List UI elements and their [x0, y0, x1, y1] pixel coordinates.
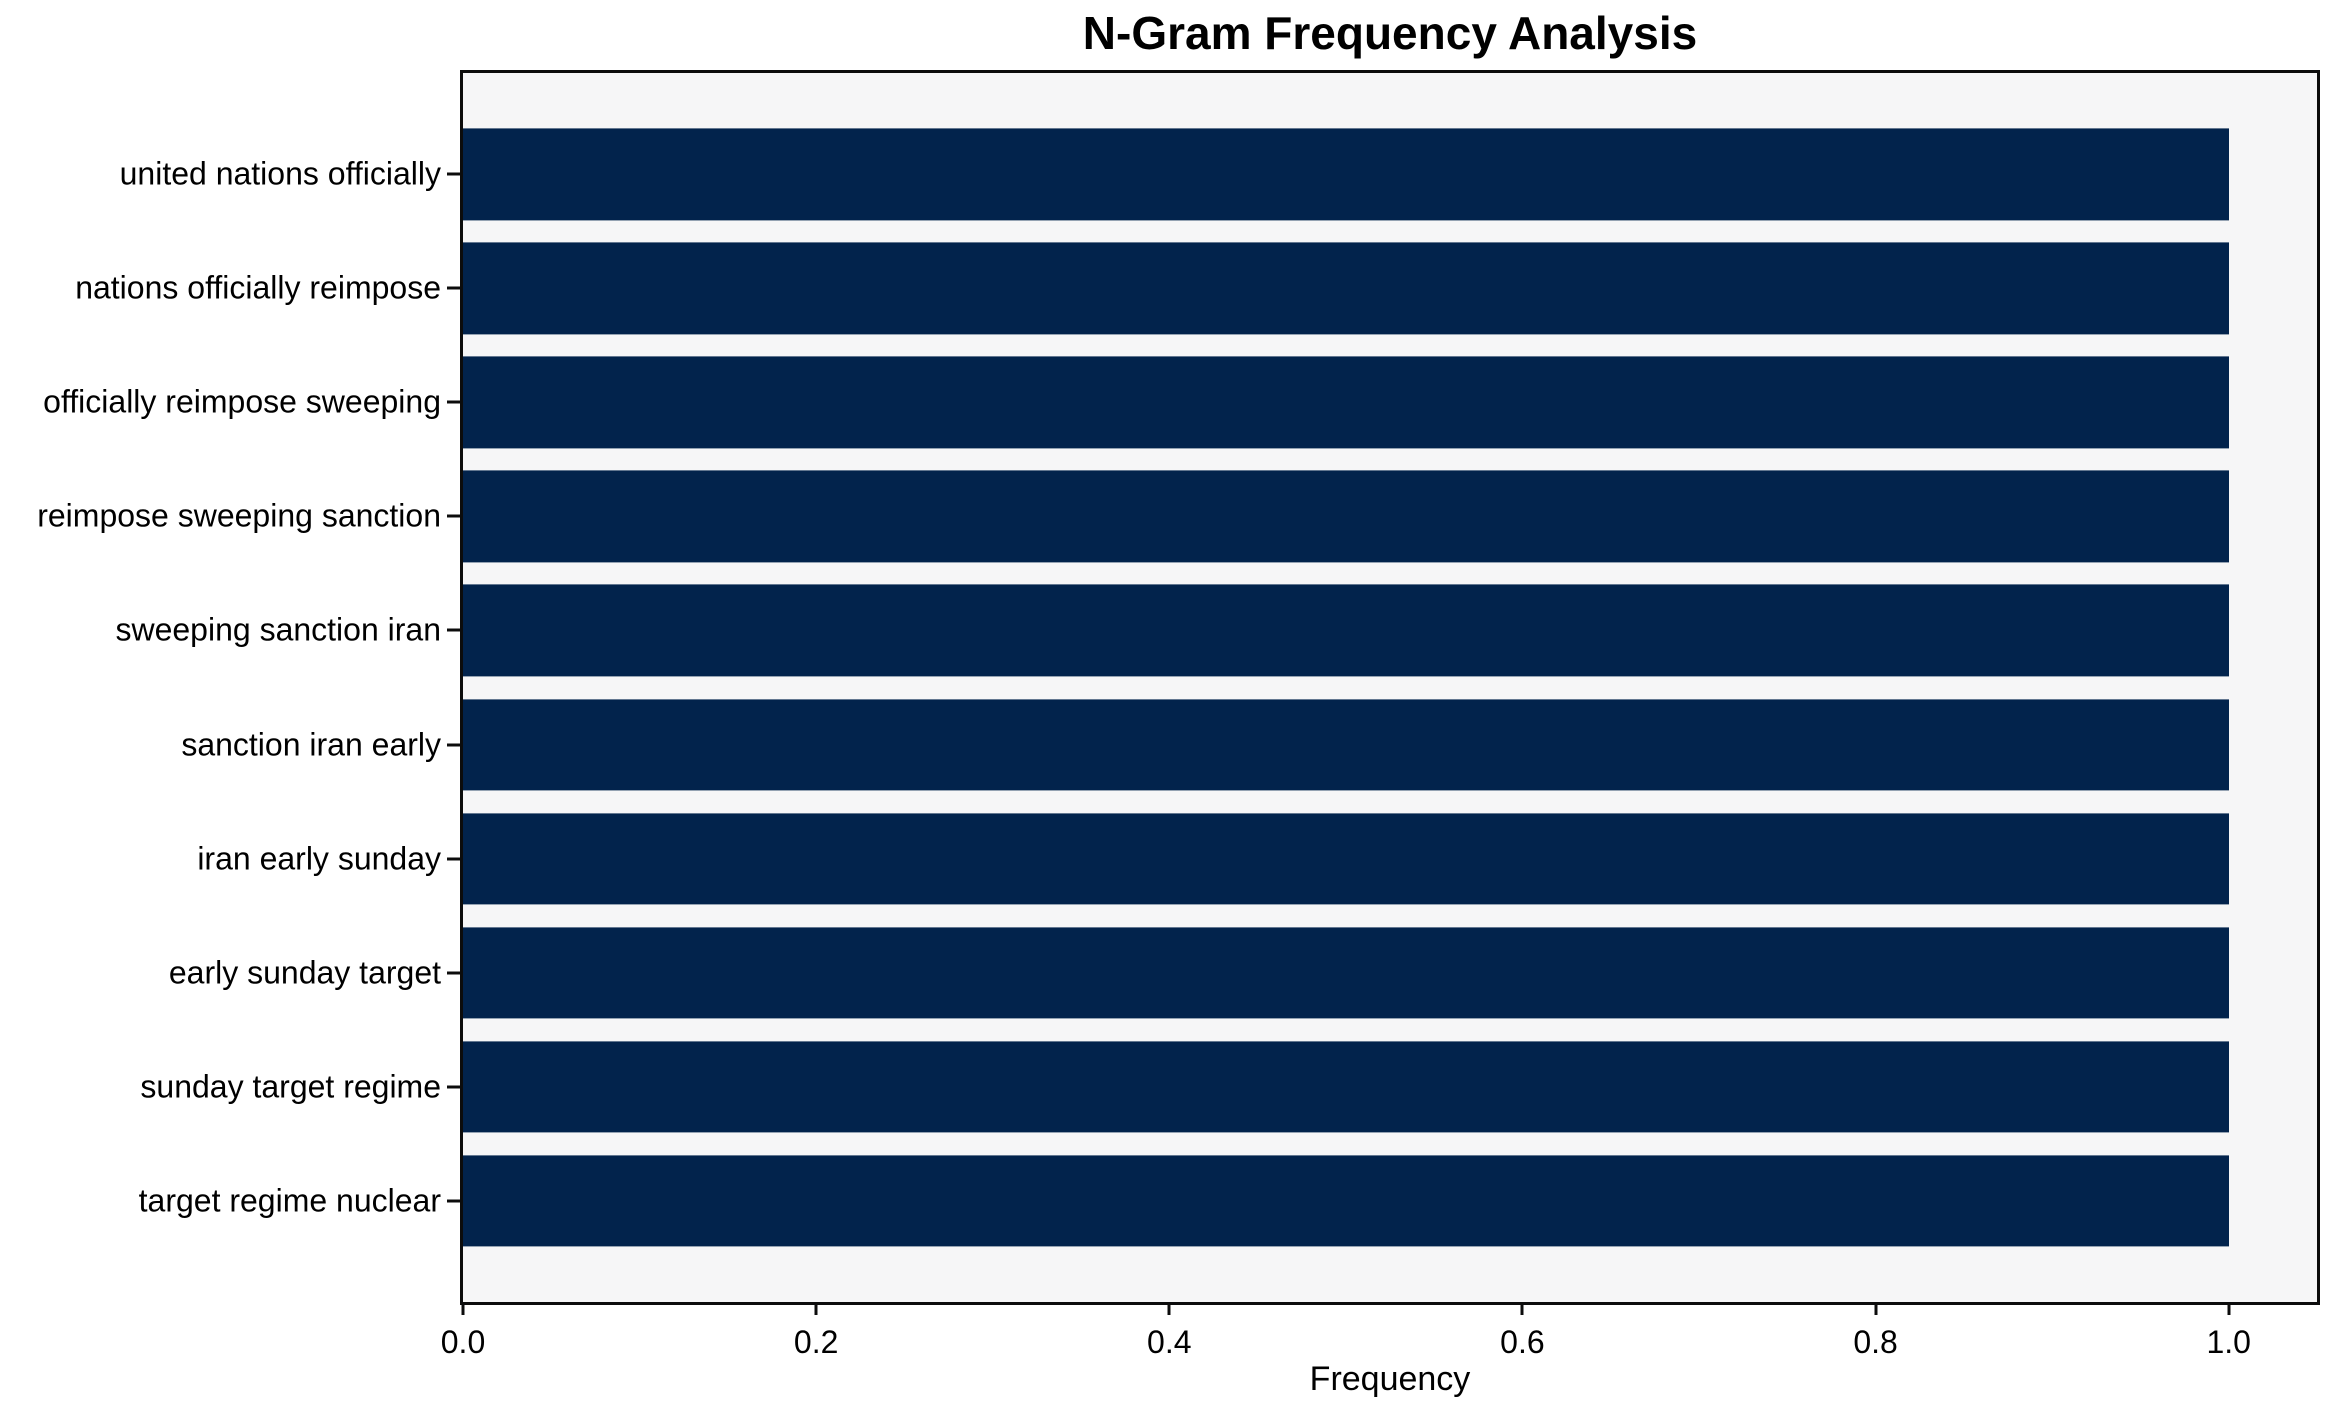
bar [463, 470, 2229, 563]
y-tick-label: target regime nuclear [138, 1182, 441, 1219]
y-tick-label: iran early sunday [197, 840, 441, 876]
y-tick-mark [447, 400, 460, 404]
x-tick-mark [1167, 1302, 1171, 1315]
y-axis-ticks [447, 73, 460, 1302]
bar [463, 926, 2229, 1019]
y-tick-mark [447, 1199, 460, 1203]
y-tick-mark [447, 286, 460, 290]
bars-layer [463, 73, 2317, 1302]
x-tick-mark [461, 1302, 465, 1315]
x-tick-mark [1520, 1302, 1524, 1315]
x-tick-label: 0.0 [440, 1324, 486, 1360]
plot-area [460, 70, 2320, 1305]
x-tick-label: 0.2 [793, 1324, 839, 1360]
bar [463, 1154, 2229, 1247]
y-tick-label: officially reimpose sweeping [43, 383, 441, 420]
y-tick-label: sunday target regime [140, 1068, 441, 1105]
x-axis-title: Frequency [1309, 1360, 1471, 1398]
y-tick-label: united nations officially [119, 155, 441, 192]
x-tick-mark [2227, 1302, 2231, 1315]
bar [463, 356, 2229, 449]
x-axis-ticks [461, 1302, 2317, 1316]
y-tick-mark [447, 514, 460, 518]
y-tick-label: sweeping sanction iran [115, 611, 441, 648]
chart-title: N-Gram Frequency Analysis [1082, 7, 1698, 59]
y-tick-label: early sunday target [168, 954, 441, 991]
x-tick-mark [814, 1302, 818, 1315]
bar [463, 584, 2229, 677]
x-tick-label: 0.4 [1147, 1324, 1192, 1360]
x-tick-label: 0.6 [1500, 1324, 1545, 1360]
y-tick-mark [447, 743, 460, 746]
bar [463, 1040, 2229, 1133]
y-tick-mark [447, 628, 460, 632]
bar [463, 128, 2229, 221]
x-tick-mark [1874, 1302, 1878, 1315]
x-tick-label: 0.8 [1853, 1324, 1898, 1360]
y-axis-labels: united nations officially nations officia… [0, 73, 441, 1302]
x-axis-tick-labels: 0.0 0.2 0.4 0.6 0.8 1.0 [441, 1324, 2317, 1364]
y-tick-label: sanction iran early [181, 726, 441, 762]
y-tick-label: reimpose sweeping sanction [37, 497, 441, 534]
y-tick-mark [447, 1085, 460, 1089]
y-tick-mark [447, 857, 460, 860]
y-tick-label: nations officially reimpose [75, 269, 441, 306]
y-tick-mark [447, 971, 460, 975]
bar [463, 812, 2229, 905]
bar [463, 698, 2229, 791]
y-tick-mark [447, 172, 460, 176]
bar [463, 242, 2229, 335]
x-tick-label: 1.0 [2206, 1324, 2251, 1360]
